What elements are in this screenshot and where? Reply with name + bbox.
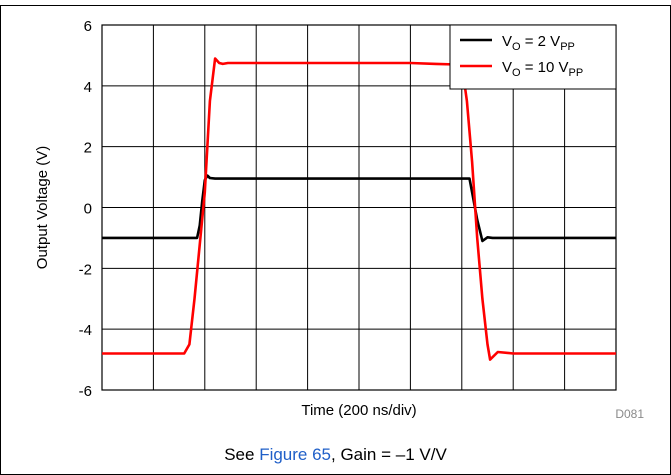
caption-prefix: See [224,445,260,464]
y-tick-label: 4 [84,79,92,96]
y-axis-label: Output Voltage (V) [34,146,51,269]
legend-box [449,24,617,90]
y-tick-label: -4 [79,322,92,339]
figure-link[interactable]: Figure 65 [259,445,332,464]
y-tick-label: 2 [84,140,92,157]
legend-label: VO = 10 VPP [502,59,583,79]
chart-area: 6 4 2 0 -2 -4 -6 Time (200 ns/div) Output Voltag… [34,18,617,419]
figure-id-label: D081 [615,407,644,421]
caption-suffix: , Gain = –1 V/V [331,445,447,464]
series-line-vo-10vpp [102,57,616,361]
y-tick-label: 6 [84,18,92,35]
y-tick-label: 0 [84,201,92,218]
y-tick-label: -2 [79,261,92,278]
figure-caption: See Figure 65, Gain = –1 V/V [0,445,671,465]
x-axis-label: Time (200 ns/div) [301,402,416,419]
y-tick-label: -6 [79,383,92,400]
legend-label: VO = 2 VPP [502,33,575,53]
series-line-vo-2vpp [102,174,616,243]
plot-border [101,24,617,391]
